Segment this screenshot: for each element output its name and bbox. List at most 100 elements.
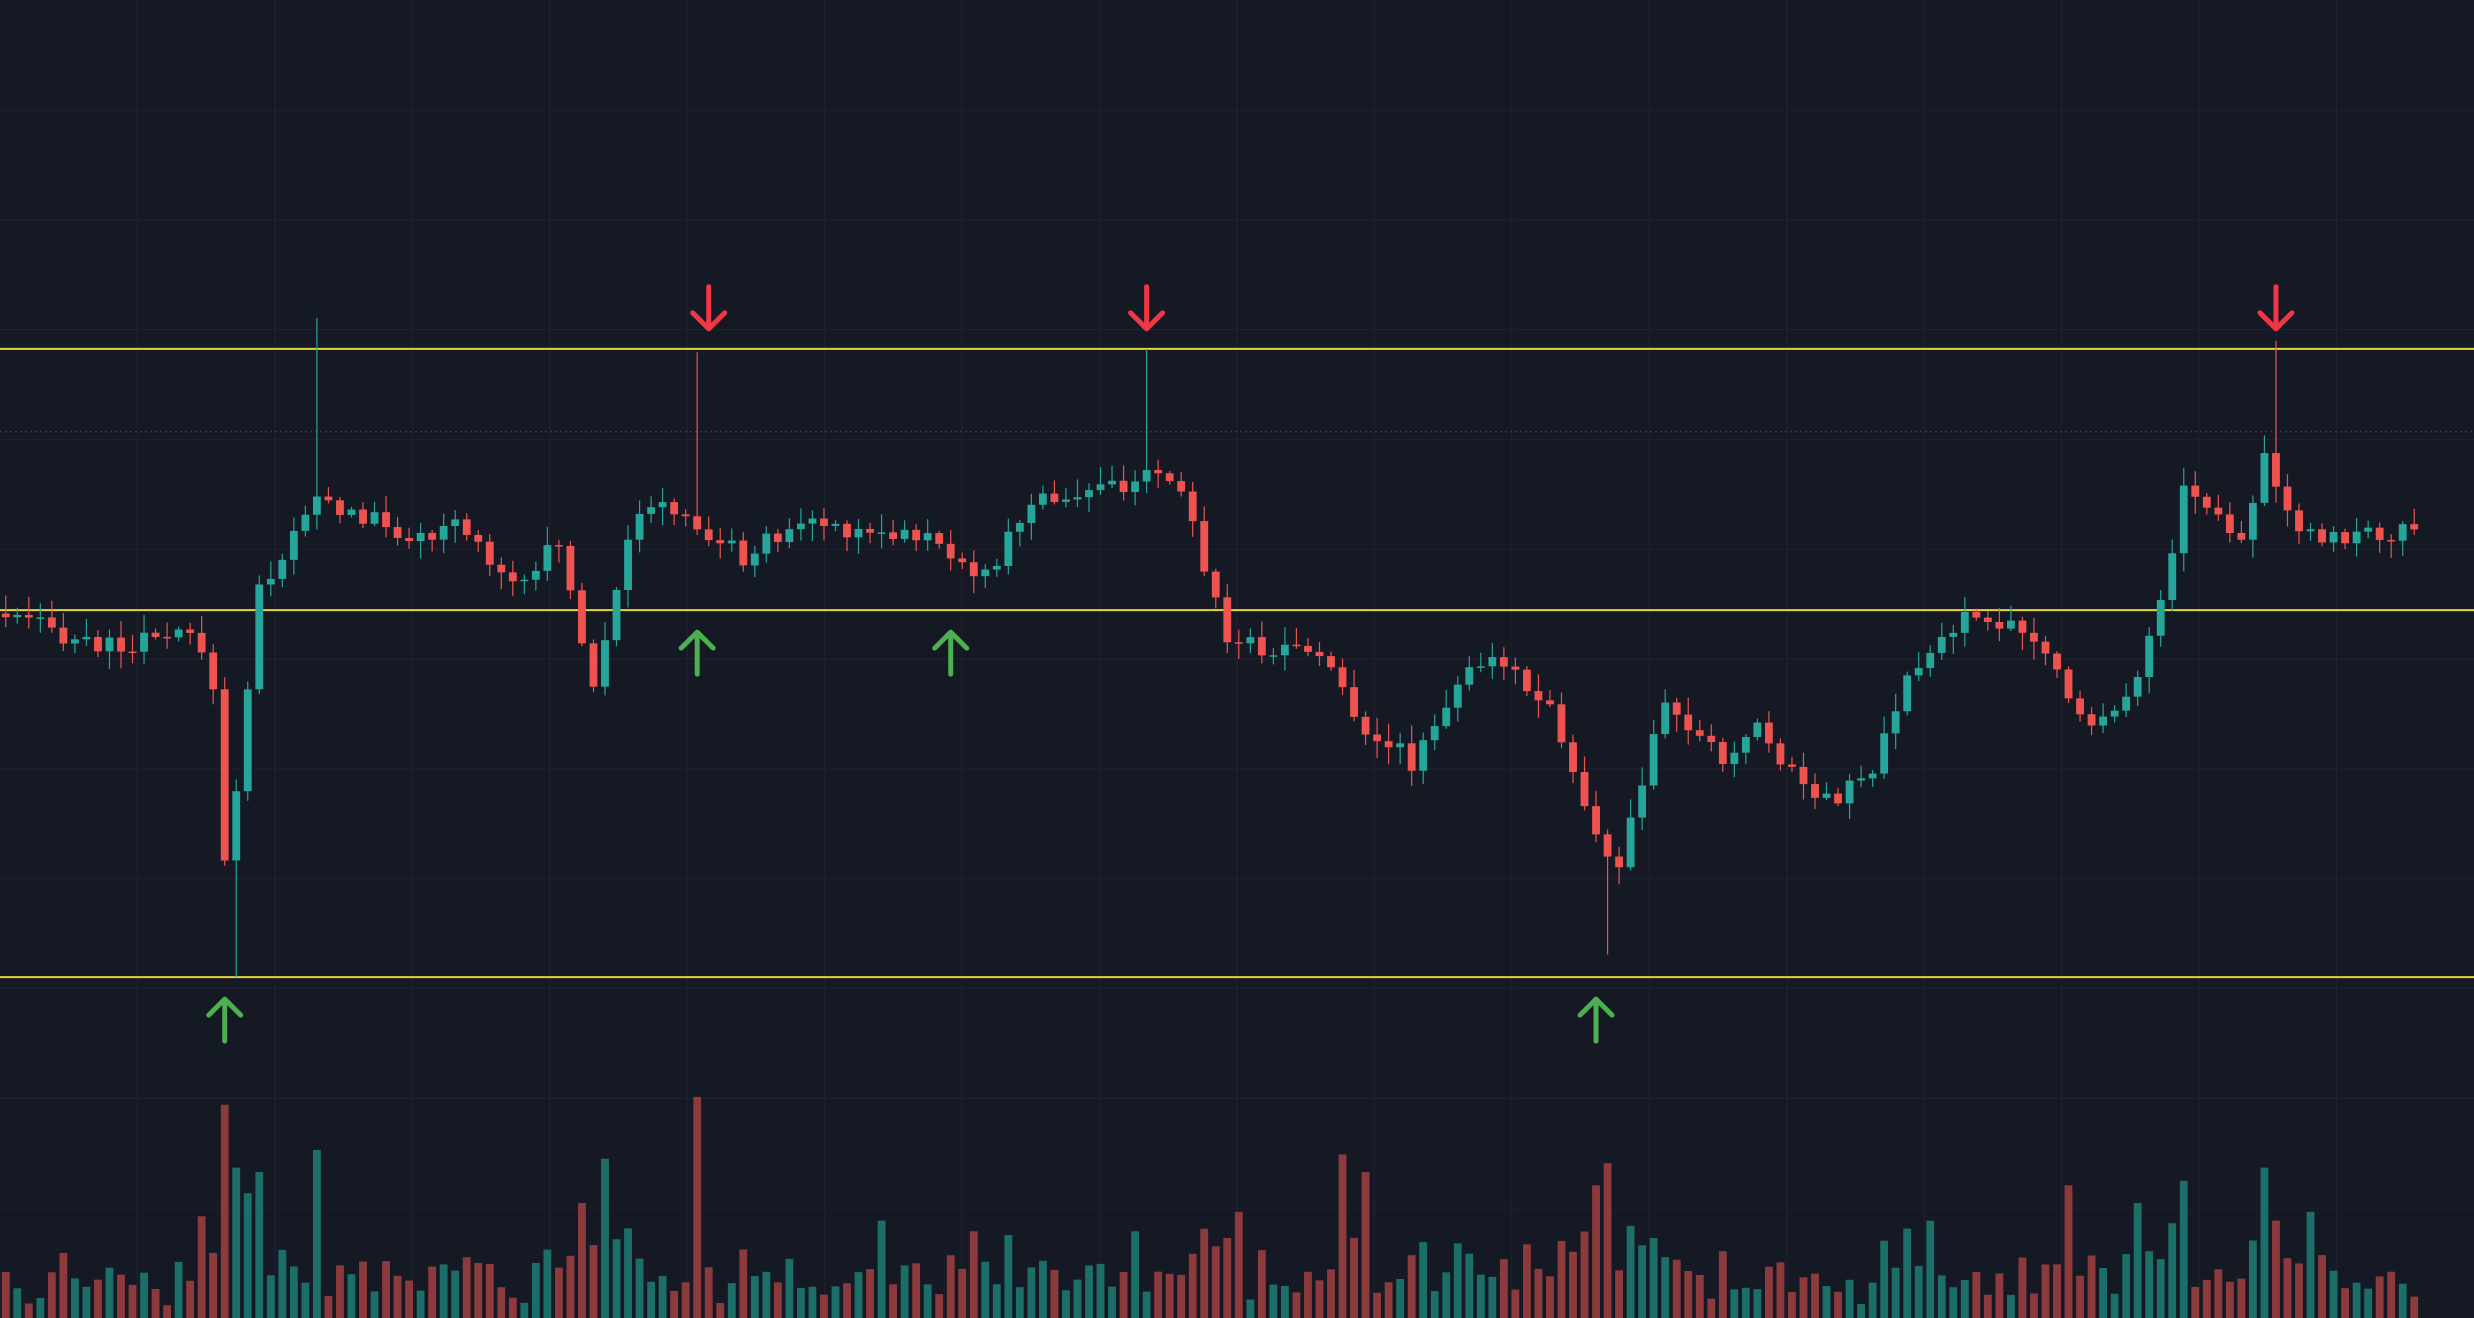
candle[interactable] — [1465, 656, 1474, 691]
candle[interactable] — [2283, 474, 2292, 527]
candle[interactable] — [336, 497, 344, 524]
horizontal-levels[interactable] — [0, 347, 2474, 979]
candle[interactable] — [13, 607, 22, 624]
candle[interactable] — [1292, 627, 1301, 649]
candle[interactable] — [1396, 732, 1405, 765]
candle[interactable] — [1, 595, 10, 628]
candle[interactable] — [312, 318, 321, 530]
candle[interactable] — [1995, 608, 2004, 642]
candle[interactable] — [589, 639, 598, 693]
candle[interactable] — [1338, 658, 1347, 695]
candle[interactable] — [1234, 629, 1243, 659]
candle[interactable] — [347, 506, 356, 518]
candle[interactable] — [1626, 799, 1635, 871]
candle[interactable] — [2202, 493, 2211, 515]
candle[interactable] — [163, 622, 172, 649]
candle[interactable] — [1983, 611, 1992, 631]
candle[interactable] — [174, 626, 183, 642]
candle[interactable] — [1776, 738, 1785, 771]
candle[interactable] — [2018, 616, 2027, 650]
candle[interactable] — [796, 508, 805, 541]
candle[interactable] — [1834, 787, 1842, 807]
candle[interactable] — [912, 524, 921, 552]
candle[interactable] — [2410, 508, 2419, 535]
candle[interactable] — [2030, 617, 2038, 660]
candle[interactable] — [243, 681, 252, 801]
candle[interactable] — [1062, 487, 1070, 508]
candle[interactable] — [2064, 666, 2073, 704]
candle[interactable] — [1972, 608, 1981, 621]
candle[interactable] — [543, 526, 552, 581]
candle[interactable] — [405, 527, 414, 549]
candle[interactable] — [451, 510, 460, 543]
candle[interactable] — [2364, 520, 2373, 539]
candle[interactable] — [935, 530, 944, 549]
candle[interactable] — [1499, 647, 1508, 680]
candle[interactable] — [2318, 523, 2326, 547]
candle[interactable] — [1638, 767, 1647, 831]
candle[interactable] — [1488, 642, 1497, 679]
candle[interactable] — [969, 550, 978, 594]
candle[interactable] — [2087, 706, 2096, 736]
candle[interactable] — [2352, 518, 2361, 557]
candle[interactable] — [2122, 683, 2131, 718]
candle[interactable] — [808, 510, 817, 542]
candle[interactable] — [693, 352, 702, 535]
candle[interactable] — [1534, 674, 1543, 718]
candle[interactable] — [1108, 465, 1116, 488]
candle[interactable] — [428, 530, 437, 552]
candle[interactable] — [220, 677, 229, 866]
candle[interactable] — [2179, 467, 2188, 572]
candle[interactable] — [1880, 716, 1889, 779]
candle[interactable] — [2110, 705, 2119, 723]
candle[interactable] — [1799, 752, 1808, 800]
candle[interactable] — [1926, 645, 1935, 677]
candle[interactable] — [1096, 467, 1105, 495]
candle[interactable] — [24, 596, 33, 629]
candle[interactable] — [324, 487, 333, 504]
candle[interactable] — [531, 561, 540, 591]
candle[interactable] — [1764, 711, 1773, 753]
candle[interactable] — [831, 520, 840, 532]
candle[interactable] — [520, 574, 529, 595]
candle[interactable] — [1027, 493, 1036, 540]
candle[interactable] — [681, 509, 690, 527]
candle[interactable] — [1246, 628, 1255, 654]
candle[interactable] — [1580, 756, 1589, 811]
candle[interactable] — [1557, 692, 1566, 749]
candle[interactable] — [2214, 494, 2223, 521]
candle[interactable] — [1280, 627, 1289, 671]
candle[interactable] — [820, 508, 828, 541]
candle[interactable] — [1073, 479, 1082, 508]
candle[interactable] — [1119, 465, 1128, 501]
candle[interactable] — [359, 502, 367, 529]
candle[interactable] — [1177, 471, 1186, 497]
candle[interactable] — [2272, 340, 2280, 503]
candle[interactable] — [1211, 568, 1220, 609]
candle[interactable] — [82, 618, 91, 646]
candle[interactable] — [1327, 651, 1335, 671]
candle[interactable] — [2341, 528, 2350, 550]
candle[interactable] — [1788, 756, 1796, 772]
candle[interactable] — [1718, 737, 1727, 772]
candle[interactable] — [485, 533, 494, 576]
candle[interactable] — [635, 500, 644, 553]
candle[interactable] — [1419, 732, 1428, 785]
candle[interactable] — [117, 621, 125, 669]
candle[interactable] — [1649, 719, 1658, 790]
candle[interactable] — [1350, 669, 1358, 722]
candle[interactable] — [1154, 459, 1163, 488]
candle[interactable] — [255, 575, 264, 694]
candle[interactable] — [2398, 521, 2407, 556]
candle[interactable] — [612, 587, 621, 647]
candle[interactable] — [1857, 765, 1866, 788]
candle[interactable] — [462, 513, 471, 541]
candle[interactable] — [1200, 506, 1209, 577]
candle[interactable] — [2133, 670, 2142, 707]
candle[interactable] — [716, 528, 725, 559]
candle[interactable] — [1384, 723, 1393, 765]
candle[interactable] — [1269, 647, 1278, 665]
candle[interactable] — [370, 501, 379, 527]
candle[interactable] — [1695, 719, 1704, 742]
